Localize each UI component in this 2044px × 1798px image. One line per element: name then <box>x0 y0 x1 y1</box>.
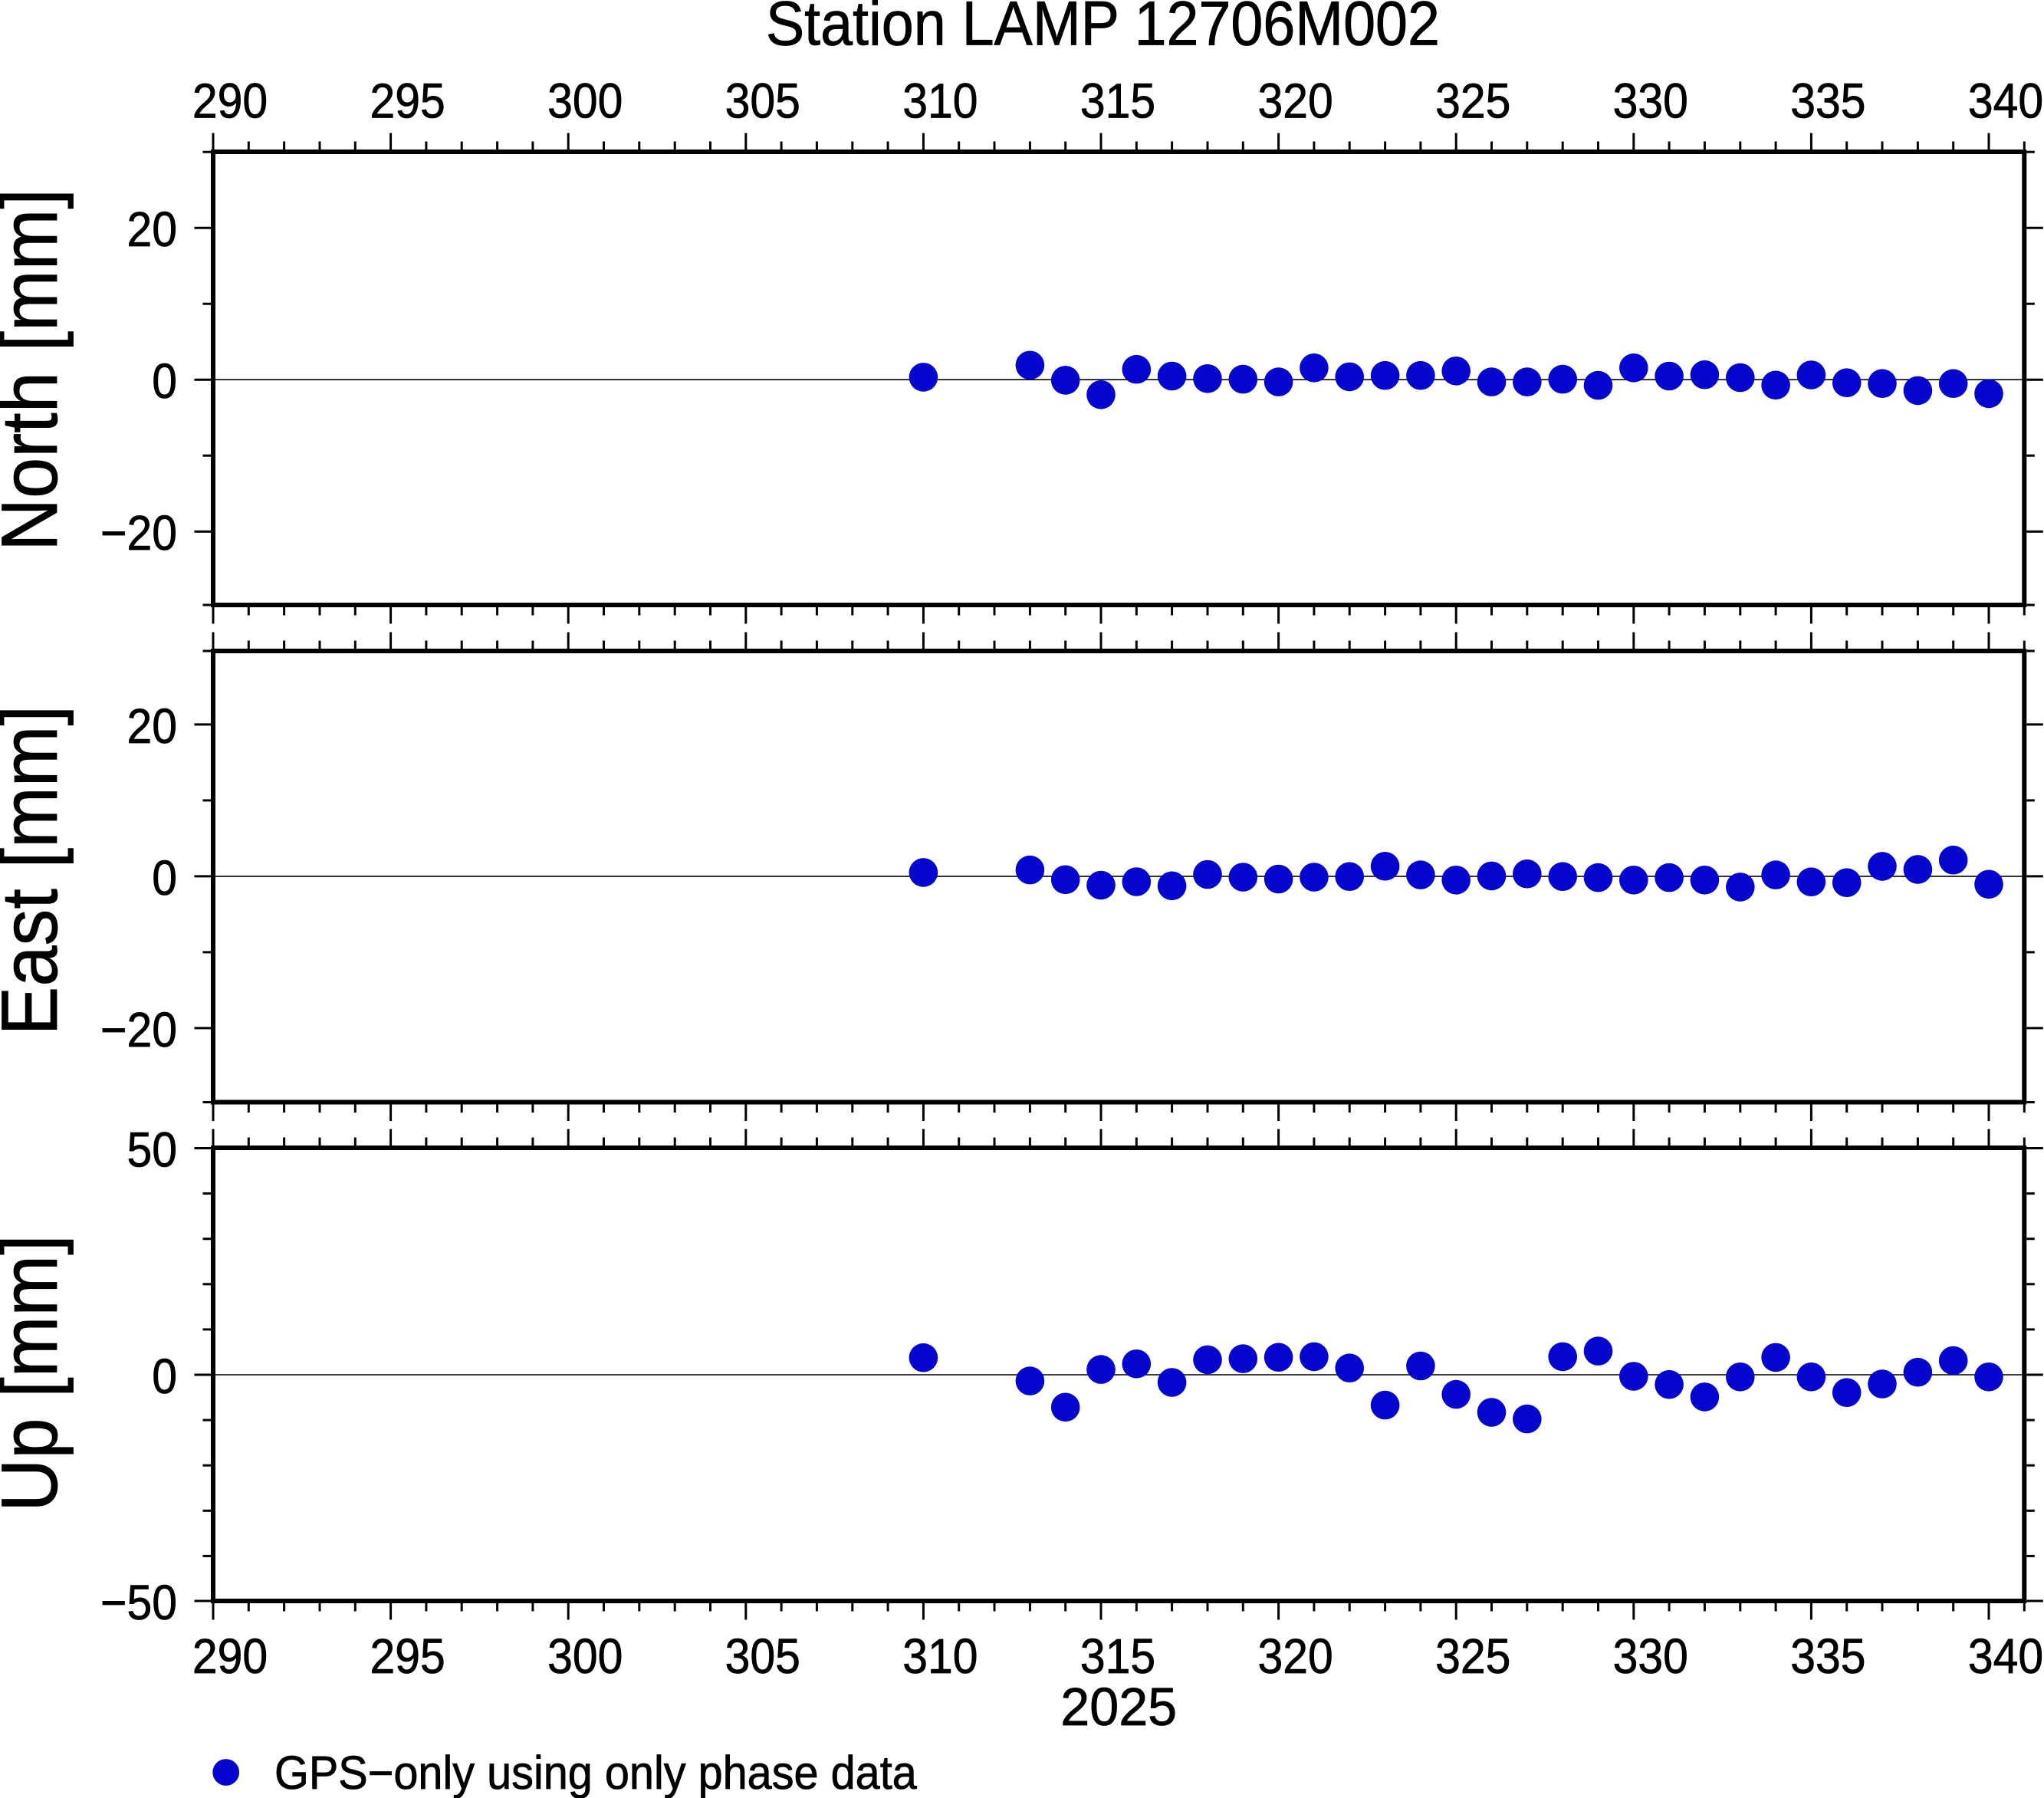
svg-text:0: 0 <box>152 354 177 409</box>
svg-text:315: 315 <box>1080 1629 1155 1685</box>
svg-text:−20: −20 <box>100 506 177 561</box>
svg-text:305: 305 <box>725 1629 800 1685</box>
svg-text:335: 335 <box>1790 74 1865 129</box>
svg-text:20: 20 <box>127 699 177 754</box>
svg-text:330: 330 <box>1613 1629 1688 1685</box>
svg-text:340: 340 <box>1968 1629 2043 1685</box>
svg-text:320: 320 <box>1257 74 1333 129</box>
svg-text:330: 330 <box>1613 74 1688 129</box>
svg-text:295: 295 <box>370 1629 445 1685</box>
svg-text:50: 50 <box>127 1123 177 1178</box>
svg-text:300: 300 <box>547 74 623 129</box>
svg-text:0: 0 <box>152 851 177 906</box>
svg-text:−50: −50 <box>100 1576 177 1631</box>
svg-text:320: 320 <box>1257 1629 1333 1685</box>
svg-text:GPS−only using only phase data: GPS−only using only phase data <box>274 1746 917 1798</box>
svg-text:305: 305 <box>725 74 800 129</box>
svg-text:0: 0 <box>152 1349 177 1405</box>
svg-text:2025: 2025 <box>1060 1676 1177 1737</box>
svg-text:290: 290 <box>192 74 268 129</box>
svg-text:20: 20 <box>127 202 177 258</box>
svg-text:Up [mm]: Up [mm] <box>0 1234 74 1511</box>
svg-text:Station LAMP 12706M002: Station LAMP 12706M002 <box>766 0 1440 58</box>
svg-text:300: 300 <box>547 1629 623 1685</box>
svg-text:335: 335 <box>1790 1629 1865 1685</box>
svg-text:340: 340 <box>1968 74 2043 129</box>
svg-text:295: 295 <box>370 74 445 129</box>
svg-text:North [mm]: North [mm] <box>0 189 74 551</box>
svg-text:290: 290 <box>192 1629 268 1685</box>
svg-text:−20: −20 <box>100 1003 177 1058</box>
svg-text:310: 310 <box>902 74 978 129</box>
svg-text:325: 325 <box>1435 1629 1510 1685</box>
svg-text:East [mm]: East [mm] <box>0 705 74 1036</box>
svg-text:310: 310 <box>902 1629 978 1685</box>
svg-text:325: 325 <box>1435 74 1510 129</box>
svg-text:315: 315 <box>1080 74 1155 129</box>
